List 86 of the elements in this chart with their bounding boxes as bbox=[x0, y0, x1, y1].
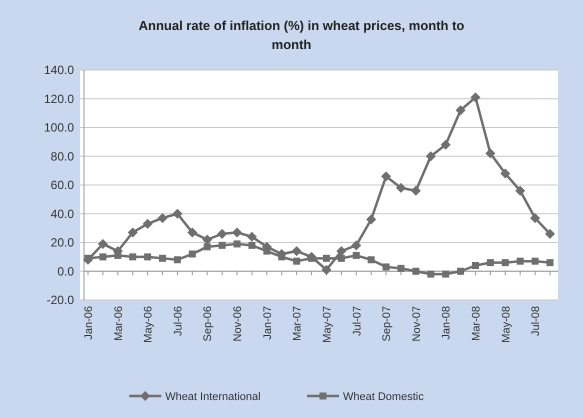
point bbox=[172, 208, 182, 219]
point bbox=[546, 259, 554, 266]
y-tick-label: -20.0 bbox=[46, 293, 74, 307]
point bbox=[502, 259, 509, 266]
x-tick-label: Mar-06 bbox=[112, 306, 125, 341]
point bbox=[381, 171, 392, 182]
point bbox=[338, 254, 345, 262]
point bbox=[442, 270, 450, 278]
point bbox=[410, 186, 421, 196]
point bbox=[382, 263, 390, 270]
point bbox=[217, 228, 228, 239]
x-tick-label: Sep-06 bbox=[202, 306, 214, 342]
point bbox=[515, 186, 526, 196]
point bbox=[485, 148, 496, 158]
x-tick-label: Jan-06 bbox=[83, 306, 95, 340]
y-tick-label: 20.0 bbox=[50, 236, 74, 250]
point bbox=[263, 248, 270, 255]
point bbox=[352, 252, 360, 259]
x-tick-label: Mar-07 bbox=[292, 306, 304, 341]
point bbox=[293, 258, 300, 265]
chart-title: Annual rate of inflation (%) in wheat prices, month to month bbox=[138, 18, 464, 52]
y-tick-label: 120.0 bbox=[44, 92, 74, 106]
point bbox=[500, 168, 510, 178]
point bbox=[142, 218, 153, 229]
point bbox=[204, 243, 211, 250]
point bbox=[144, 253, 152, 260]
x-tick-label: Nov-06 bbox=[232, 306, 244, 342]
legend-label: Wheat Domestic bbox=[343, 391, 424, 403]
point bbox=[426, 151, 436, 162]
y-tick-label: 100.0 bbox=[44, 120, 74, 134]
point bbox=[202, 234, 212, 245]
point bbox=[98, 238, 108, 249]
point bbox=[351, 240, 362, 250]
point bbox=[322, 254, 330, 262]
legend-label: Wheat International bbox=[165, 391, 261, 403]
x-tick-label: Sep-07 bbox=[381, 306, 394, 342]
point bbox=[516, 258, 524, 265]
y-tick-label: 140.0 bbox=[44, 63, 74, 77]
x-tick-label: May-08 bbox=[500, 306, 512, 343]
point bbox=[545, 228, 555, 239]
x-tick-label: May-06 bbox=[142, 306, 155, 343]
point bbox=[174, 256, 181, 264]
point bbox=[188, 250, 196, 258]
point bbox=[532, 258, 539, 265]
point bbox=[412, 268, 420, 275]
point bbox=[427, 270, 434, 278]
y-tick-label: 60.0 bbox=[50, 178, 74, 192]
point bbox=[440, 140, 451, 150]
y-tick-label: 0.0 bbox=[57, 264, 74, 278]
point bbox=[234, 240, 241, 248]
point bbox=[397, 264, 404, 272]
x-tick-label: Jan-07 bbox=[262, 306, 274, 340]
point bbox=[336, 246, 346, 256]
point bbox=[114, 252, 122, 259]
point bbox=[457, 268, 464, 275]
point bbox=[246, 232, 257, 242]
point bbox=[368, 256, 375, 264]
point bbox=[129, 253, 136, 260]
point bbox=[308, 254, 316, 262]
x-tick-label: Mar-08 bbox=[470, 306, 482, 341]
point bbox=[366, 214, 376, 224]
x-tick-label: Jan-08 bbox=[440, 306, 453, 340]
point bbox=[470, 92, 480, 102]
point bbox=[530, 213, 540, 224]
point bbox=[128, 227, 138, 238]
point bbox=[486, 259, 494, 266]
point bbox=[218, 242, 226, 249]
point bbox=[396, 182, 406, 193]
point bbox=[248, 242, 256, 249]
point bbox=[84, 254, 92, 262]
point bbox=[292, 246, 302, 256]
point bbox=[187, 227, 198, 238]
point bbox=[99, 253, 106, 260]
x-tick-label: Jul-07 bbox=[351, 306, 364, 336]
point bbox=[159, 254, 166, 262]
x-tick-label: Nov-07 bbox=[410, 306, 423, 342]
x-tick-label: Jul-06 bbox=[172, 306, 184, 336]
point bbox=[456, 105, 466, 116]
x-tick-label: Jul-08 bbox=[530, 306, 542, 336]
x-tick-label: May-07 bbox=[321, 306, 334, 343]
point bbox=[321, 264, 332, 275]
point bbox=[158, 213, 168, 224]
y-tick-label: 40.0 bbox=[50, 206, 74, 221]
point bbox=[472, 262, 479, 269]
point bbox=[232, 227, 242, 238]
y-tick-label: 80.0 bbox=[50, 149, 74, 164]
